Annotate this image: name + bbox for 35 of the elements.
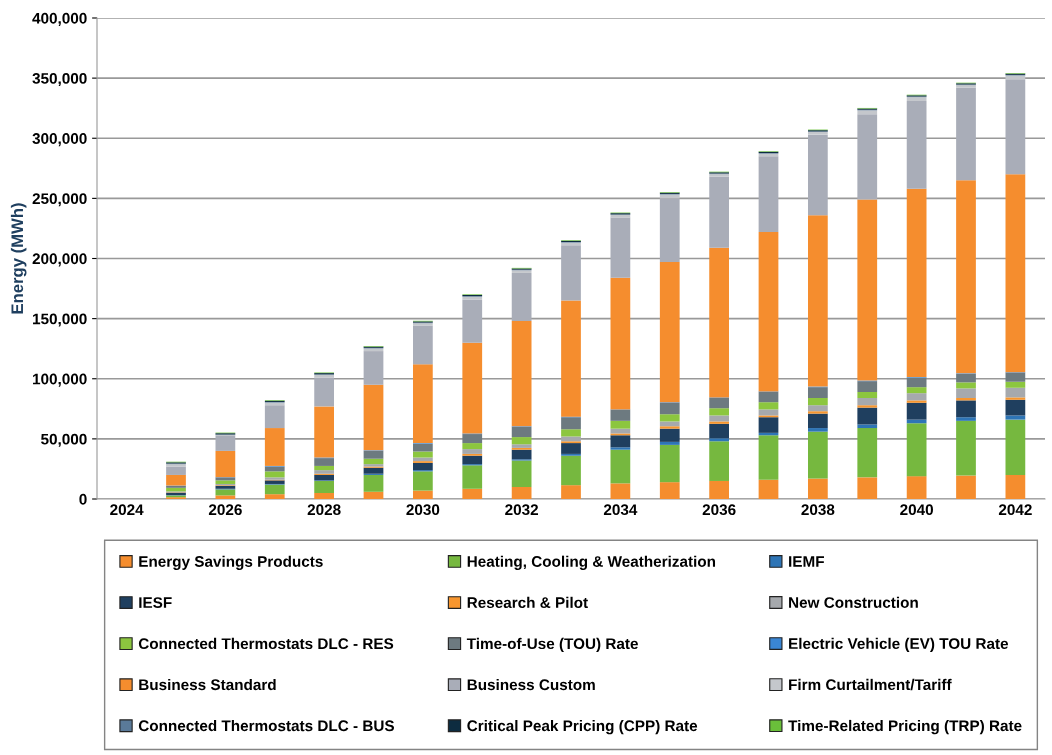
y-tick-label: 100,000 (33, 373, 87, 387)
y-tick-label: 150,000 (33, 313, 87, 327)
x-tick-label: 2040 (900, 504, 933, 516)
legend-label: Firm Curtailment/Tariff (789, 678, 952, 691)
y-tick-label: 350,000 (32, 72, 87, 87)
legend-label: New Construction (789, 596, 918, 608)
y-tick-label: 0 (79, 493, 87, 505)
y-axis-title: Energy (MWh) (10, 203, 27, 314)
legend-label: Research & Pilot (467, 596, 588, 609)
x-tick-label: 2030 (406, 504, 440, 516)
legend-label: Business Custom (467, 678, 595, 691)
x-tick-label: 2042 (998, 504, 1032, 516)
x-tick-label: 2028 (307, 504, 341, 516)
y-tick-label: 300,000 (32, 133, 87, 147)
legend-label: Heating, Cooling & Weatherization (467, 555, 716, 570)
y-tick-label: 250,000 (32, 193, 87, 207)
y-tick-label: 400,000 (32, 12, 87, 26)
x-tick-label: 2036 (702, 504, 736, 516)
x-tick-label: 2024 (110, 504, 144, 516)
y-tick-label: 50,000 (41, 433, 87, 447)
y-tick-label: 200,000 (32, 253, 87, 267)
legend-label: Energy Savings Products (139, 555, 323, 570)
legend-label: Time-Related Pricing (TRP) Rate (788, 719, 1022, 735)
x-tick-label: 2032 (505, 504, 539, 516)
legend-label: IESF (139, 597, 172, 609)
x-tick-label: 2026 (208, 504, 242, 516)
legend-label: Connected Thermostats DLC - RES (138, 637, 394, 650)
legend-label: Connected Thermostats DLC - BUS (138, 719, 394, 732)
legend-label: IEMF (789, 556, 824, 567)
legend-label: Time-of-Use (TOU) Rate (466, 637, 638, 653)
legend-label: Electric Vehicle (EV) TOU Rate (789, 637, 1009, 653)
x-tick-label: 2038 (801, 504, 835, 516)
x-tick-label: 2034 (603, 504, 638, 516)
legend-label: Business Standard (139, 678, 276, 691)
legend-label: Critical Peak Pricing (CPP) Rate (467, 719, 698, 735)
